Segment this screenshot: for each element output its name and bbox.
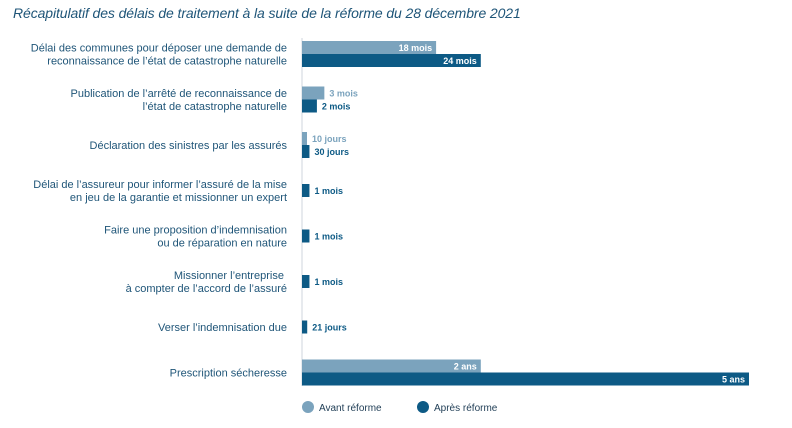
category-label: Prescription sécheresse — [170, 368, 287, 380]
category-label: Délai de l’assureur pour informer l’assu… — [33, 179, 287, 204]
data-label: 18 mois — [399, 43, 433, 53]
bar-avant-reforme — [302, 359, 481, 373]
data-label: 30 jours — [314, 147, 349, 157]
legend-marker — [417, 401, 429, 413]
bar-apres-reforme — [302, 275, 310, 288]
bar-apres-reforme — [302, 320, 308, 334]
category-label: Verser l’indemnisation due — [158, 322, 287, 334]
bar-apres-reforme — [302, 145, 310, 158]
category-label-line: Faire une proposition d’indemnisation — [104, 225, 287, 237]
bar-apres-reforme — [302, 184, 310, 197]
category-label-line: Verser l’indemnisation due — [158, 322, 287, 334]
data-label: 5 ans — [722, 375, 745, 385]
category-label-line: Publication de l’arrêté de reconnaissanc… — [71, 88, 287, 100]
category-label: Missionner l’entreprise à compter de l’a… — [126, 270, 287, 295]
bar-apres-reforme — [302, 372, 749, 386]
data-label: 1 mois — [314, 232, 343, 242]
category-label-line: reconnaissance de l’état de catastrophe … — [47, 56, 287, 68]
category-label: Faire une proposition d’indemnisation ou … — [104, 225, 287, 250]
data-label: 24 mois — [443, 56, 477, 66]
chart-title: Récapitulatif des délais de traitement à… — [13, 5, 521, 21]
data-label: 3 mois — [329, 89, 358, 99]
data-label: 2 ans — [454, 362, 477, 372]
data-label: 2 mois — [322, 102, 351, 112]
category-label-line: Déclaration des sinistres par les assuré… — [90, 140, 288, 152]
category-label: Publication de l’arrêté de reconnaissanc… — [71, 88, 287, 113]
bar-apres-reforme — [302, 99, 317, 113]
category-label-line: en jeu de la garantie et missionner un e… — [70, 192, 287, 204]
bar-avant-reforme — [302, 86, 325, 100]
bar-avant-reforme — [302, 132, 307, 145]
legend-marker — [302, 401, 314, 413]
data-label: 1 mois — [314, 277, 343, 287]
data-label: 1 mois — [314, 186, 343, 196]
category-label: Délai des communes pour déposer une dema… — [31, 43, 287, 68]
category-label-line: ou de réparation en nature — [157, 238, 287, 250]
category-label-line: Délai de l’assureur pour informer l’assu… — [33, 179, 287, 191]
bar-apres-reforme — [302, 54, 481, 67]
bar-apres-reforme — [302, 229, 310, 243]
category-label-line: Délai des communes pour déposer une dema… — [31, 43, 287, 55]
bar-avant-reforme — [302, 41, 437, 54]
category-label: Déclaration des sinistres par les assuré… — [90, 140, 288, 152]
category-label-line: Missionner l’entreprise — [174, 270, 287, 282]
category-label-line: l’état de catastrophe naturelle — [143, 101, 287, 113]
category-label-line: à compter de l’accord de l’assuré — [126, 283, 287, 295]
legend-label: Après réforme — [434, 403, 498, 414]
category-label-line: Prescription sécheresse — [170, 368, 287, 380]
data-label: 10 jours — [312, 134, 347, 144]
data-label: 21 jours — [312, 323, 347, 333]
legend-label: Avant réforme — [319, 403, 382, 414]
